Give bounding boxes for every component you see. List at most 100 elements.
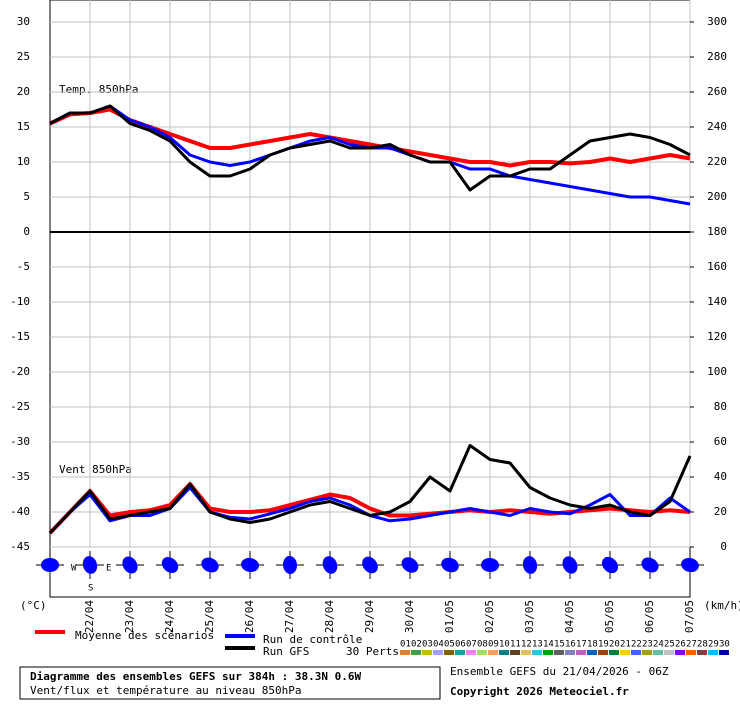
pert-swatch [642,650,652,655]
wind-rose [481,557,499,573]
y2-tick-label: 280 [707,50,727,63]
pert-swatch [587,650,597,655]
pert-swatch [466,650,476,655]
pert-label: 18 [587,640,598,650]
pert-swatch [664,650,674,655]
y-tick-label: 20 [17,85,30,98]
pert-label: 28 [697,640,708,650]
wind-rose [522,556,538,574]
pert-swatch [708,650,718,655]
y-tick-label: -35 [10,470,30,483]
pert-swatch [719,650,729,655]
x-tick-label: 30/04 [403,600,416,633]
y-tick-label: 0 [23,225,30,238]
y2-tick-label: 240 [707,120,727,133]
wind-rose [322,556,338,574]
footer-subtitle: Vent/flux et température au niveau 850hP… [30,684,302,697]
legend-label: Run de contrôle [263,633,362,646]
pert-label: 24 [653,640,664,650]
pert-label: 12 [521,640,532,650]
pert-label: 11 [510,640,521,650]
pert-label: 02 [411,640,422,650]
pert-swatch [697,650,707,655]
wind-rose [241,557,259,573]
wind-rose [201,557,219,573]
pert-swatch [631,650,641,655]
y2-tick-label: 260 [707,85,727,98]
right-unit: (km/h) [704,599,740,612]
wind-rose [441,557,459,573]
rose-label: S [88,584,93,594]
pert-label: 22 [631,640,642,650]
pert-swatch [400,650,410,655]
wind-rose [641,557,659,573]
pert-swatch [455,650,465,655]
legend-label: Moyenne des scénarios [75,629,214,642]
pert-swatch [444,650,454,655]
pert-label: 29 [708,640,719,650]
wind-rose [82,556,98,574]
wind-rose [362,556,378,574]
pert-label: 09 [488,640,499,650]
y2-tick-label: 80 [714,400,727,413]
y2-tick-label: 0 [720,540,727,553]
x-tick-label: 29/04 [363,600,376,633]
wind-rose [161,557,179,573]
wind-rose [401,557,419,573]
x-tick-label: 24/04 [163,600,176,633]
y-tick-label: -10 [10,295,30,308]
pert-swatch [499,650,509,655]
rose-label: E [106,564,111,574]
y2-tick-label: 200 [707,190,727,203]
pert-label: 16 [565,640,576,650]
x-tick-label: 05/05 [603,600,616,633]
pert-label: 01 [400,640,411,650]
pert-swatch [543,650,553,655]
y2-tick-label: 100 [707,365,727,378]
x-tick-label: 03/05 [523,600,536,633]
series-line [48,482,691,535]
y2-tick-label: 120 [707,330,727,343]
y-tick-label: 30 [17,15,30,28]
pert-swatch [422,650,432,655]
y-tick-label: -30 [10,435,30,448]
pert-title: 30 Perts. [346,645,406,658]
pert-label: 07 [466,640,477,650]
y2-tick-label: 300 [707,15,727,28]
x-tick-label: 28/04 [323,600,336,633]
x-tick-label: 26/04 [243,600,256,633]
pert-swatch [620,650,630,655]
wind-rose [681,557,699,573]
y-tick-label: -15 [10,330,30,343]
pert-swatch [653,650,663,655]
pert-label: 14 [543,640,554,650]
wind-rose [41,558,59,572]
pert-swatch [565,650,575,655]
series-line [48,444,692,535]
x-tick-label: 01/05 [443,600,456,633]
pert-swatch [686,650,696,655]
y2-tick-label: 60 [714,435,727,448]
y-tick-label: -5 [17,260,30,273]
temp-label: Temp. 850hPa [59,83,138,96]
pert-label: 08 [477,640,488,650]
y2-tick-label: 160 [707,260,727,273]
pert-label: 06 [455,640,466,650]
series-line [49,104,691,192]
y2-tick-label: 40 [714,470,727,483]
rose-label: W [71,564,77,574]
pert-label: 03 [422,640,433,650]
pert-label: 19 [598,640,609,650]
x-tick-label: 22/04 [83,600,96,633]
footer-title: Diagramme des ensembles GEFS sur 384h : … [30,670,362,683]
pert-swatch [488,650,498,655]
y2-tick-label: 220 [707,155,727,168]
pert-label: 27 [686,640,697,650]
pert-label: 17 [576,640,587,650]
pert-swatch [477,650,487,655]
y-tick-label: -40 [10,505,30,518]
pert-swatch [576,650,586,655]
y-tick-label: -25 [10,400,30,413]
pert-swatch [675,650,685,655]
